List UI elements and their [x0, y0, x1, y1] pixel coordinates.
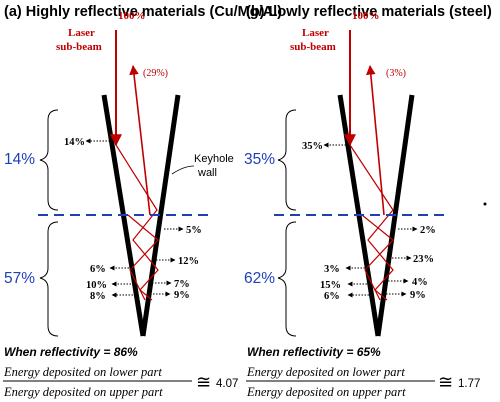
lower-brace: [39, 221, 59, 337]
beam-label-line1: Laser: [68, 27, 95, 39]
lower-right-label: 4%: [412, 277, 428, 288]
beam-label-line2: sub-beam: [56, 41, 102, 53]
keyhole-wall-pointer: [171, 165, 195, 175]
panel-a-energy-labels: 14% 5% 12% 7% 9% 6% 10% 8%: [64, 137, 202, 302]
incident-percent: 100%: [118, 10, 146, 22]
lower-left-label: 15%: [320, 280, 341, 291]
keyhole-right-wall: [140, 94, 181, 337]
ratio-denominator: Energy deposited on upper part: [3, 385, 163, 399]
lower-share: 57%: [4, 270, 35, 287]
panel-a-title: (a) Highly reflective materials (Cu/Mg/A…: [4, 4, 282, 20]
lower-left-label: 8%: [90, 291, 106, 302]
ratio-numerator: Energy deposited on lower part: [3, 365, 162, 379]
lower-left-label: 6%: [324, 291, 340, 302]
upper-share: 35%: [244, 151, 275, 168]
beam-label-line2: sub-beam: [290, 41, 336, 53]
upper-energy-label: 35%: [302, 141, 323, 152]
upper-brace: [39, 109, 59, 211]
escaping-beam: [129, 65, 151, 216]
upper-share: 14%: [4, 151, 35, 168]
decorative-dot: [483, 202, 487, 206]
lower-right-label: 9%: [410, 290, 426, 301]
upper-brace: [277, 109, 297, 211]
reflected-path-2: [361, 214, 394, 301]
upper-energy-label: 14%: [64, 137, 85, 148]
lower-right-label: 5%: [186, 225, 202, 236]
reflectivity-note: When reflectivity = 65%: [247, 345, 381, 359]
approx-symbol: ≅: [438, 372, 453, 392]
lower-left-label: 3%: [324, 264, 340, 275]
lower-right-label: 12%: [178, 256, 199, 267]
escaping-beam: [366, 65, 385, 216]
lower-left-label: 6%: [90, 264, 106, 275]
beam-label-line1: Laser: [302, 27, 329, 39]
reflected-path: [349, 144, 394, 301]
keyhole-wall-label-line1: Keyhole: [194, 153, 234, 165]
lower-right-label: 2%: [420, 225, 436, 236]
reflected-path-2: [127, 214, 159, 301]
panel-b-title: (b) Lowly reflective materials (steel): [246, 4, 492, 20]
reflected-path: [115, 144, 159, 301]
ratio-value: 4.07: [216, 378, 238, 390]
incident-percent: 100%: [352, 10, 380, 22]
keyhole-wall-label-line2: wall: [197, 167, 217, 179]
reflectivity-note: When reflectivity = 86%: [4, 345, 138, 359]
panel-b-beams: [344, 30, 394, 301]
lower-left-label: 10%: [86, 280, 107, 291]
panel-a-beams: [110, 30, 159, 301]
lower-right-label: 7%: [174, 279, 190, 290]
ratio-numerator: Energy deposited on lower part: [246, 365, 405, 379]
panel-a: (a) Highly reflective materials (Cu/Mg/A…: [3, 4, 282, 399]
lower-share: 62%: [244, 270, 275, 287]
lower-right-label: 23%: [413, 254, 434, 265]
ratio-value: 1.77: [458, 378, 480, 390]
panel-b: (b) Lowly reflective materials (steel) 1…: [244, 4, 492, 399]
reflected-out-percent: (29%): [143, 68, 168, 79]
lower-right-label: 9%: [174, 290, 190, 301]
approx-symbol: ≅: [196, 372, 211, 392]
lower-brace: [277, 221, 297, 337]
reflected-out-percent: (3%): [386, 68, 406, 79]
ratio-denominator: Energy deposited on upper part: [246, 385, 406, 399]
panel-b-energy-labels: 35% 2% 23% 4% 9% 3% 15% 6%: [302, 141, 436, 302]
